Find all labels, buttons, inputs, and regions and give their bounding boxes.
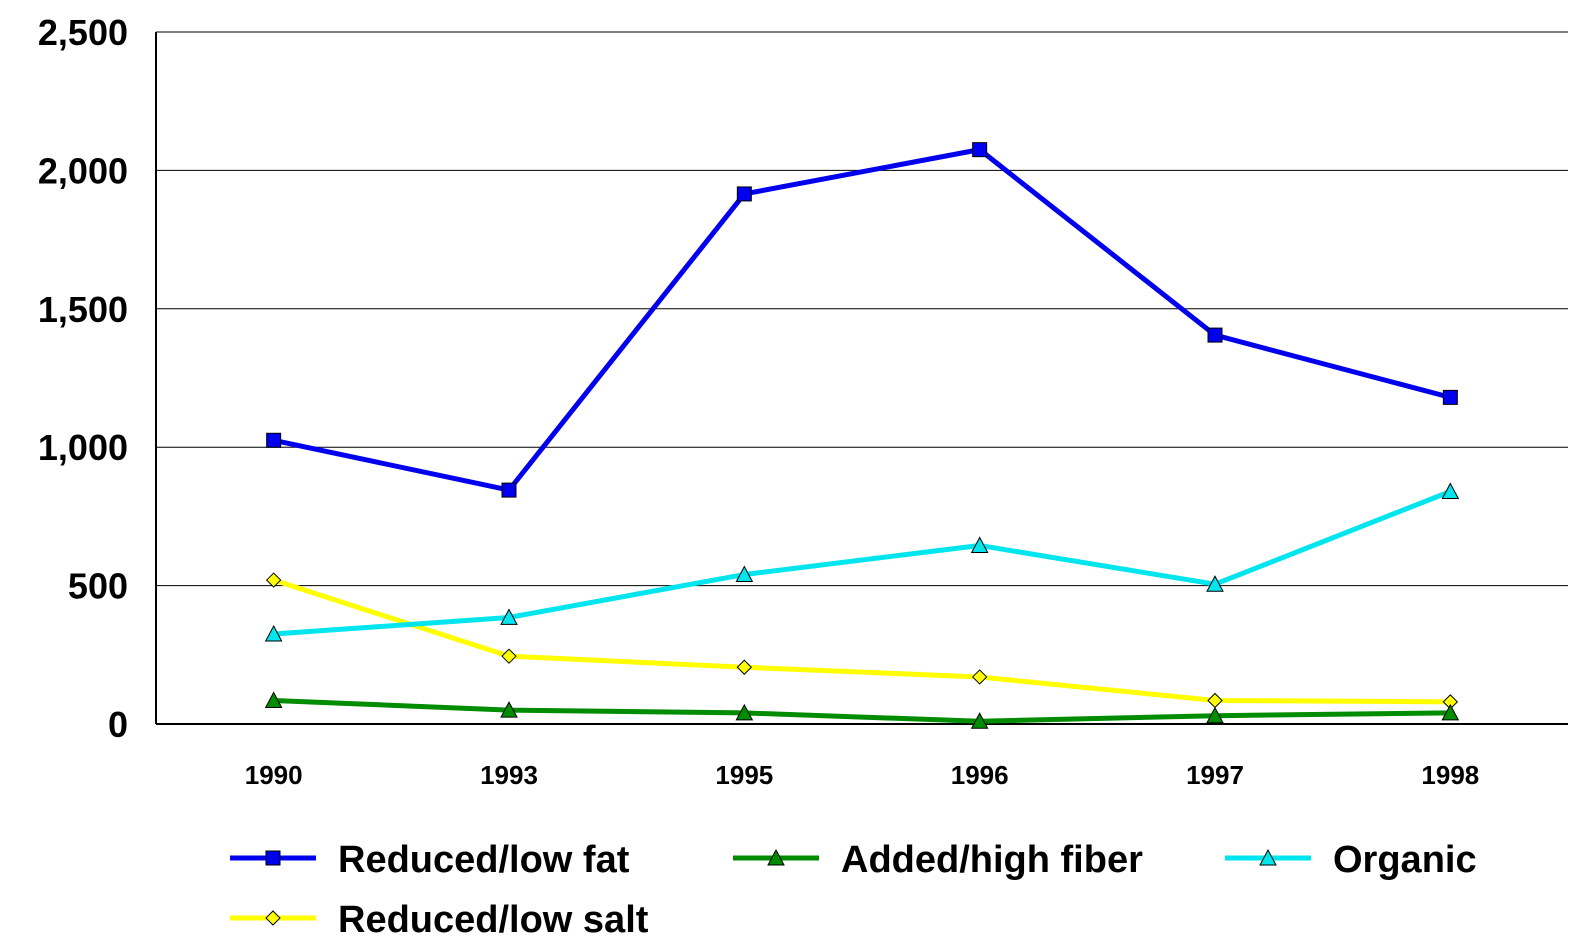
- data-point-organic: [735, 565, 754, 583]
- data-point-reduced-low-salt: [501, 648, 517, 664]
- x-tick-label: 1996: [951, 760, 1009, 790]
- data-point-added-high-fiber: [970, 712, 989, 729]
- legend-label: Organic: [1333, 839, 1477, 881]
- legend-marker: [265, 910, 281, 926]
- data-point-reduced-low-salt: [1207, 692, 1223, 709]
- y-tick-labels: 0 500 1,000 1,500 2,000 2,500: [38, 12, 128, 745]
- x-tick-label: 1998: [1421, 760, 1479, 790]
- data-point-reduced-low-fat: [736, 186, 752, 202]
- legend-item-organic: Organic: [1225, 839, 1477, 881]
- y-tick-label: 2,500: [38, 12, 128, 53]
- data-point-reduced-low-fat: [1442, 389, 1458, 405]
- legend-item-reduced-low-fat: Reduced/low fat: [230, 839, 630, 881]
- data-point-added-high-fiber: [1206, 706, 1224, 724]
- y-tick-label: 1,000: [38, 427, 128, 468]
- data-point-reduced-low-fat: [1207, 327, 1223, 343]
- legend-label: Reduced/low fat: [338, 839, 630, 881]
- data-point-organic: [1441, 482, 1460, 499]
- series-line-reduced-low-salt: [272, 577, 1451, 705]
- series-line-organic: [273, 489, 1452, 637]
- data-point-reduced-low-fat: [266, 432, 282, 448]
- x-tick-label: 1997: [1186, 760, 1244, 790]
- legend-item-reduced-low-salt: Reduced/low salt: [230, 899, 649, 941]
- data-point-reduced-low-salt: [971, 669, 988, 685]
- data-point-organic: [1206, 575, 1224, 592]
- data-point-added-high-fiber: [1441, 703, 1460, 721]
- series-organic: [264, 482, 1460, 642]
- x-tick-label: 1990: [245, 760, 303, 790]
- data-point-organic: [500, 608, 518, 625]
- data-point-added-high-fiber: [264, 691, 283, 708]
- y-tick-label: 1,500: [38, 289, 128, 330]
- data-point-added-high-fiber: [500, 701, 518, 718]
- legend-label: Added/high fiber: [841, 839, 1143, 881]
- legend: Reduced/low fat Added/high fiber Organic Re…: [230, 839, 1477, 941]
- legend-marker: [1259, 848, 1277, 866]
- data-point-reduced-low-fat: [972, 142, 988, 158]
- x-tick-label: 1993: [480, 760, 538, 790]
- legend-marker: [265, 850, 281, 866]
- x-tick-labels: 1990 1993 1995 1996 1997 1998: [245, 760, 1480, 790]
- gridlines: [156, 31, 1568, 587]
- axes: [155, 32, 1568, 725]
- series-line-reduced-low-fat: [273, 147, 1451, 493]
- y-tick-label: 0: [108, 704, 128, 745]
- data-point-reduced-low-salt: [736, 659, 753, 675]
- data-point-reduced-low-fat: [501, 482, 517, 498]
- series: [264, 142, 1460, 729]
- series-reduced-low-salt: [265, 572, 1459, 710]
- data-point-reduced-low-salt: [265, 572, 282, 588]
- legend-marker: [767, 848, 785, 866]
- legend-label: Reduced/low salt: [338, 899, 649, 941]
- data-point-organic: [970, 536, 989, 553]
- x-tick-label: 1995: [715, 760, 773, 790]
- series-line-added-high-fiber: [273, 697, 1451, 724]
- series-added-high-fiber: [264, 691, 1460, 729]
- data-point-organic: [264, 624, 283, 642]
- series-reduced-low-fat: [266, 142, 1458, 498]
- y-tick-label: 2,000: [38, 150, 128, 191]
- data-point-added-high-fiber: [735, 703, 754, 721]
- legend-item-added-high-fiber: Added/high fiber: [733, 839, 1143, 881]
- y-tick-label: 500: [68, 566, 128, 607]
